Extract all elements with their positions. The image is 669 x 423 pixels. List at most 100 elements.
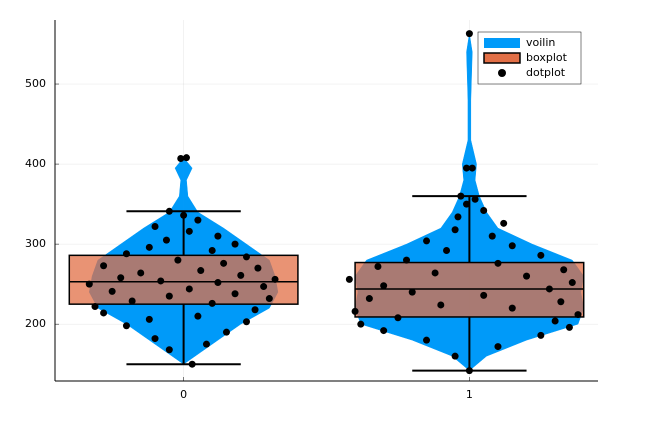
dot [468,164,476,172]
dot [137,269,145,277]
dot [222,328,230,336]
dot [165,346,173,354]
dot [194,312,202,320]
legend-label: boxplot [526,51,568,64]
legend-swatch [498,69,506,77]
dot [208,247,216,255]
dot [180,211,188,219]
dot [345,275,353,283]
dot [537,251,545,259]
dot [560,266,568,274]
dot [194,216,202,224]
dot [423,237,431,245]
dot [457,192,465,200]
dot [214,279,222,287]
dot [151,335,159,343]
dot [188,360,196,368]
dot [91,303,99,311]
dot [403,256,411,264]
dot [431,269,439,277]
dot [165,292,173,300]
dot [197,267,205,275]
dot [494,259,502,267]
dot [545,285,553,293]
dot [122,322,130,330]
dot [231,290,239,298]
dot [208,299,216,307]
dot [100,262,108,270]
dot [242,318,250,326]
dot [454,213,462,221]
y-tick-label: 200 [25,317,46,330]
y-tick-label: 500 [25,77,46,90]
dot [380,327,388,335]
dot [471,195,479,203]
dot [568,279,576,287]
dot [122,250,130,258]
dot [551,317,559,325]
dot [251,306,259,314]
legend-swatch [483,52,521,64]
dot [500,219,508,227]
dot [177,154,185,162]
dot [100,309,108,317]
dot [523,272,531,280]
dot [157,277,165,285]
dot [165,207,173,215]
dot [451,352,459,360]
dot [480,291,488,299]
dot [351,307,359,315]
y-tick-label: 300 [25,237,46,250]
dot [151,223,159,231]
dot [423,336,431,344]
dot [574,311,582,319]
dot [128,297,136,305]
dot [463,164,471,172]
dot [443,247,451,255]
dot [185,285,193,293]
dot [394,314,402,322]
dot [451,226,459,234]
y-tick-label: 400 [25,157,46,170]
dot [265,295,273,303]
dot [108,287,116,295]
dot [380,282,388,290]
dot [508,304,516,312]
dot [437,301,445,309]
dot [145,315,153,323]
dot [374,263,382,271]
dot [565,323,573,331]
dot [254,264,262,272]
dot [537,331,545,339]
dot [237,271,245,279]
dot [465,367,473,375]
dot [557,298,565,306]
dot [357,320,365,328]
dot [408,288,416,296]
dot [145,243,153,251]
legend-label: dotplot [526,66,566,79]
dot [117,274,125,282]
dot [231,240,239,248]
dot [494,343,502,351]
dot [85,280,93,288]
dot [465,30,473,38]
dot [463,200,471,208]
legend-swatch [484,38,520,48]
dot [480,207,488,215]
dot [271,275,279,283]
dot [508,242,516,250]
x-tick-label: 1 [466,388,473,401]
dot [202,340,210,348]
dot [365,295,373,303]
box [354,261,585,318]
legend-label: voilin [526,36,555,49]
dot [162,236,170,244]
box [68,254,299,305]
dot [182,154,190,162]
dot [214,232,222,240]
dot [174,256,182,264]
dot [260,283,268,291]
